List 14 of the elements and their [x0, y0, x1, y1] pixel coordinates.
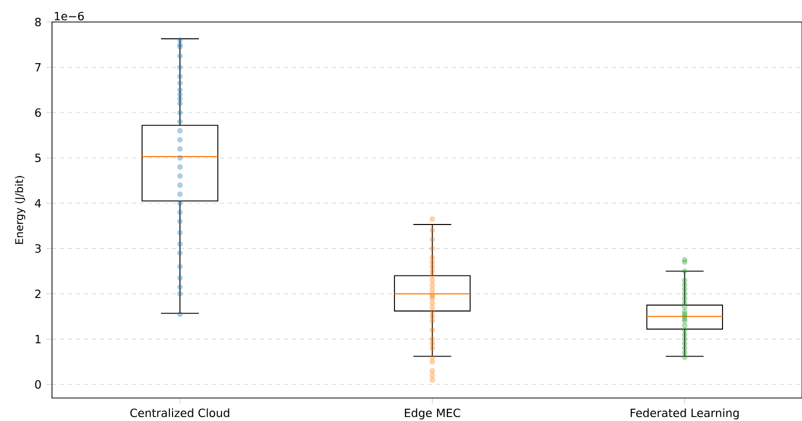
y-axis-title: Energy (J/bit)	[14, 176, 26, 244]
y-tick-label: 5	[35, 154, 41, 162]
y-tick-label: 6	[35, 108, 41, 117]
x-tick-label: Centralized Cloud	[130, 408, 230, 418]
y-tick-label: 2	[35, 290, 40, 298]
y-tick-label: 4	[34, 199, 41, 208]
x-tick-label: Edge MEC	[404, 408, 460, 420]
y-tick-label: 1	[36, 334, 41, 344]
text: 1e−6	[54, 12, 84, 20]
x-tick-label: Federated Learning	[630, 408, 739, 420]
y-tick-label: 0	[35, 380, 41, 389]
y-tick-label: 8	[35, 18, 41, 26]
y-tick-label: 7	[35, 63, 41, 72]
y-tick-label: 3	[35, 244, 41, 253]
